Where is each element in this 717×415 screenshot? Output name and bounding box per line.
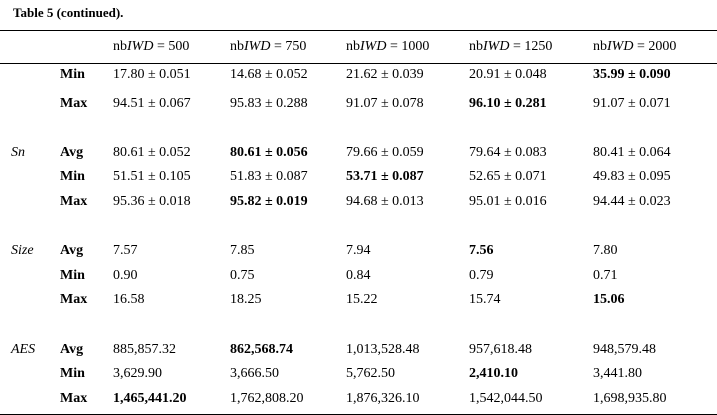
row-label: Max [60,391,88,406]
row-label: Max [60,194,88,209]
table-cell: 51.83 ± 0.087 [230,169,308,184]
row-label: Min [60,169,85,184]
table-cell: 862,568.74 [230,342,293,357]
table-cell: 94.51 ± 0.067 [113,96,191,111]
table-caption: Table 5 (continued). [13,5,124,20]
row-label: Avg [60,342,84,357]
row-label: Max [60,292,88,307]
group-label: AES [11,342,36,357]
table-cell: 957,618.48 [469,342,532,357]
column-header: nbIWD = 1000 [346,38,429,56]
table-cell: 79.64 ± 0.083 [469,145,547,160]
table-cell: 17.80 ± 0.051 [113,67,191,82]
table-cell: 49.83 ± 0.095 [593,169,671,184]
column-header-var: IWD [483,39,510,54]
table-cell: 7.85 [230,243,255,258]
column-header-var: IWD [607,39,634,54]
table-cell: 53.71 ± 0.087 [346,169,424,184]
column-header-suffix: = 2000 [633,39,677,54]
table-cell: 94.68 ± 0.013 [346,194,424,209]
group-label: Sn [11,145,25,160]
table-cell: 95.36 ± 0.018 [113,194,191,209]
table-cell: 1,465,441.20 [113,391,187,406]
table-cell: 14.68 ± 0.052 [230,67,308,82]
table-cell: 0.90 [113,268,138,283]
table-cell: 1,876,326.10 [346,391,420,406]
table-cell: 35.99 ± 0.090 [593,67,671,82]
table-cell: 18.25 [230,292,262,307]
column-header-prefix: nb [469,39,483,54]
table-cell: 95.82 ± 0.019 [230,194,308,209]
table-cell: 79.66 ± 0.059 [346,145,424,160]
table-cell: 80.41 ± 0.064 [593,145,671,160]
column-header-var: IWD [127,39,154,54]
table-cell: 2,410.10 [469,366,518,381]
row-label: Min [60,67,85,82]
table-cell: 7.56 [469,243,494,258]
table-cell: 3,629.90 [113,366,162,381]
column-header-var: IWD [244,39,271,54]
table-cell: 95.01 ± 0.016 [469,194,547,209]
header-rule [0,63,717,64]
table-cell: 91.07 ± 0.078 [346,96,424,111]
column-header: nbIWD = 750 [230,38,306,56]
table-cell: 885,857.32 [113,342,176,357]
table-cell: 7.94 [346,243,371,258]
table-cell: 0.75 [230,268,255,283]
table-cell: 0.84 [346,268,371,283]
column-header-prefix: nb [346,39,360,54]
column-header-var: IWD [360,39,387,54]
table-cell: 80.61 ± 0.056 [230,145,308,160]
table-cell: 948,579.48 [593,342,656,357]
table-cell: 1,762,808.20 [230,391,304,406]
table-cell: 1,013,528.48 [346,342,420,357]
column-header: nbIWD = 2000 [593,38,676,56]
table-cell: 16.58 [113,292,145,307]
table-cell: 7.57 [113,243,138,258]
table-cell: 15.06 [593,292,625,307]
row-label: Min [60,366,85,381]
table-cell: 7.80 [593,243,618,258]
table-cell: 51.51 ± 0.105 [113,169,191,184]
table-cell: 96.10 ± 0.281 [469,96,547,111]
column-header-prefix: nb [113,39,127,54]
table-cell: 3,441.80 [593,366,642,381]
row-label: Max [60,96,88,111]
column-header: nbIWD = 1250 [469,38,552,56]
top-rule [0,30,717,31]
table-cell: 1,542,044.50 [469,391,543,406]
table-cell: 52.65 ± 0.071 [469,169,547,184]
column-header-suffix: = 1000 [386,39,430,54]
table-cell: 21.62 ± 0.039 [346,67,424,82]
column-header-suffix: = 750 [270,39,307,54]
table-cell: 94.44 ± 0.023 [593,194,671,209]
row-label: Avg [60,243,84,258]
row-label: Avg [60,145,84,160]
column-header-suffix: = 1250 [509,39,553,54]
table-cell: 1,698,935.80 [593,391,667,406]
column-header: nbIWD = 500 [113,38,189,56]
table-cell: 3,666.50 [230,366,279,381]
column-header-prefix: nb [230,39,244,54]
group-label: Size [11,243,34,258]
table-cell: 20.91 ± 0.048 [469,67,547,82]
column-header-suffix: = 500 [153,39,190,54]
table-cell: 80.61 ± 0.052 [113,145,191,160]
table-cell: 0.79 [469,268,494,283]
table-cell: 91.07 ± 0.071 [593,96,671,111]
table-cell: 15.74 [469,292,501,307]
table-cell: 5,762.50 [346,366,395,381]
table-cell: 0.71 [593,268,618,283]
table-cell: 15.22 [346,292,378,307]
table-cell: 95.83 ± 0.288 [230,96,308,111]
row-label: Min [60,268,85,283]
column-header-prefix: nb [593,39,607,54]
